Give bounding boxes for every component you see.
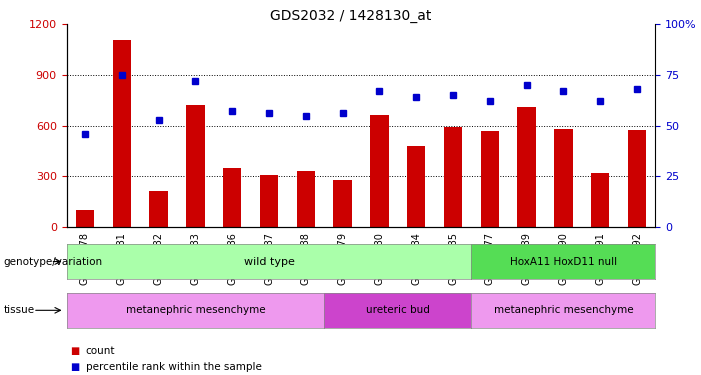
Bar <box>591 173 609 227</box>
Bar <box>186 105 205 227</box>
Text: GDS2032 / 1428130_at: GDS2032 / 1428130_at <box>270 9 431 23</box>
Text: metanephric mesenchyme: metanephric mesenchyme <box>125 305 265 315</box>
Text: ■: ■ <box>70 362 79 372</box>
Bar <box>370 116 388 227</box>
Text: percentile rank within the sample: percentile rank within the sample <box>86 362 261 372</box>
Bar <box>481 131 499 227</box>
Bar <box>407 146 426 227</box>
Text: genotype/variation: genotype/variation <box>4 256 102 267</box>
Text: count: count <box>86 346 115 355</box>
Bar <box>517 107 536 227</box>
Bar <box>334 180 352 227</box>
Text: ureteric bud: ureteric bud <box>366 305 430 315</box>
Bar <box>297 171 315 227</box>
Text: metanephric mesenchyme: metanephric mesenchyme <box>494 305 633 315</box>
Text: tissue: tissue <box>4 305 34 315</box>
Bar <box>260 175 278 227</box>
Bar <box>628 130 646 227</box>
Bar <box>223 168 241 227</box>
Bar <box>444 128 462 227</box>
Text: ■: ■ <box>70 346 79 355</box>
Text: HoxA11 HoxD11 null: HoxA11 HoxD11 null <box>510 256 617 267</box>
Bar <box>76 210 94 227</box>
Bar <box>149 191 168 227</box>
Bar <box>554 129 573 227</box>
Bar <box>113 40 131 227</box>
Text: wild type: wild type <box>243 256 294 267</box>
